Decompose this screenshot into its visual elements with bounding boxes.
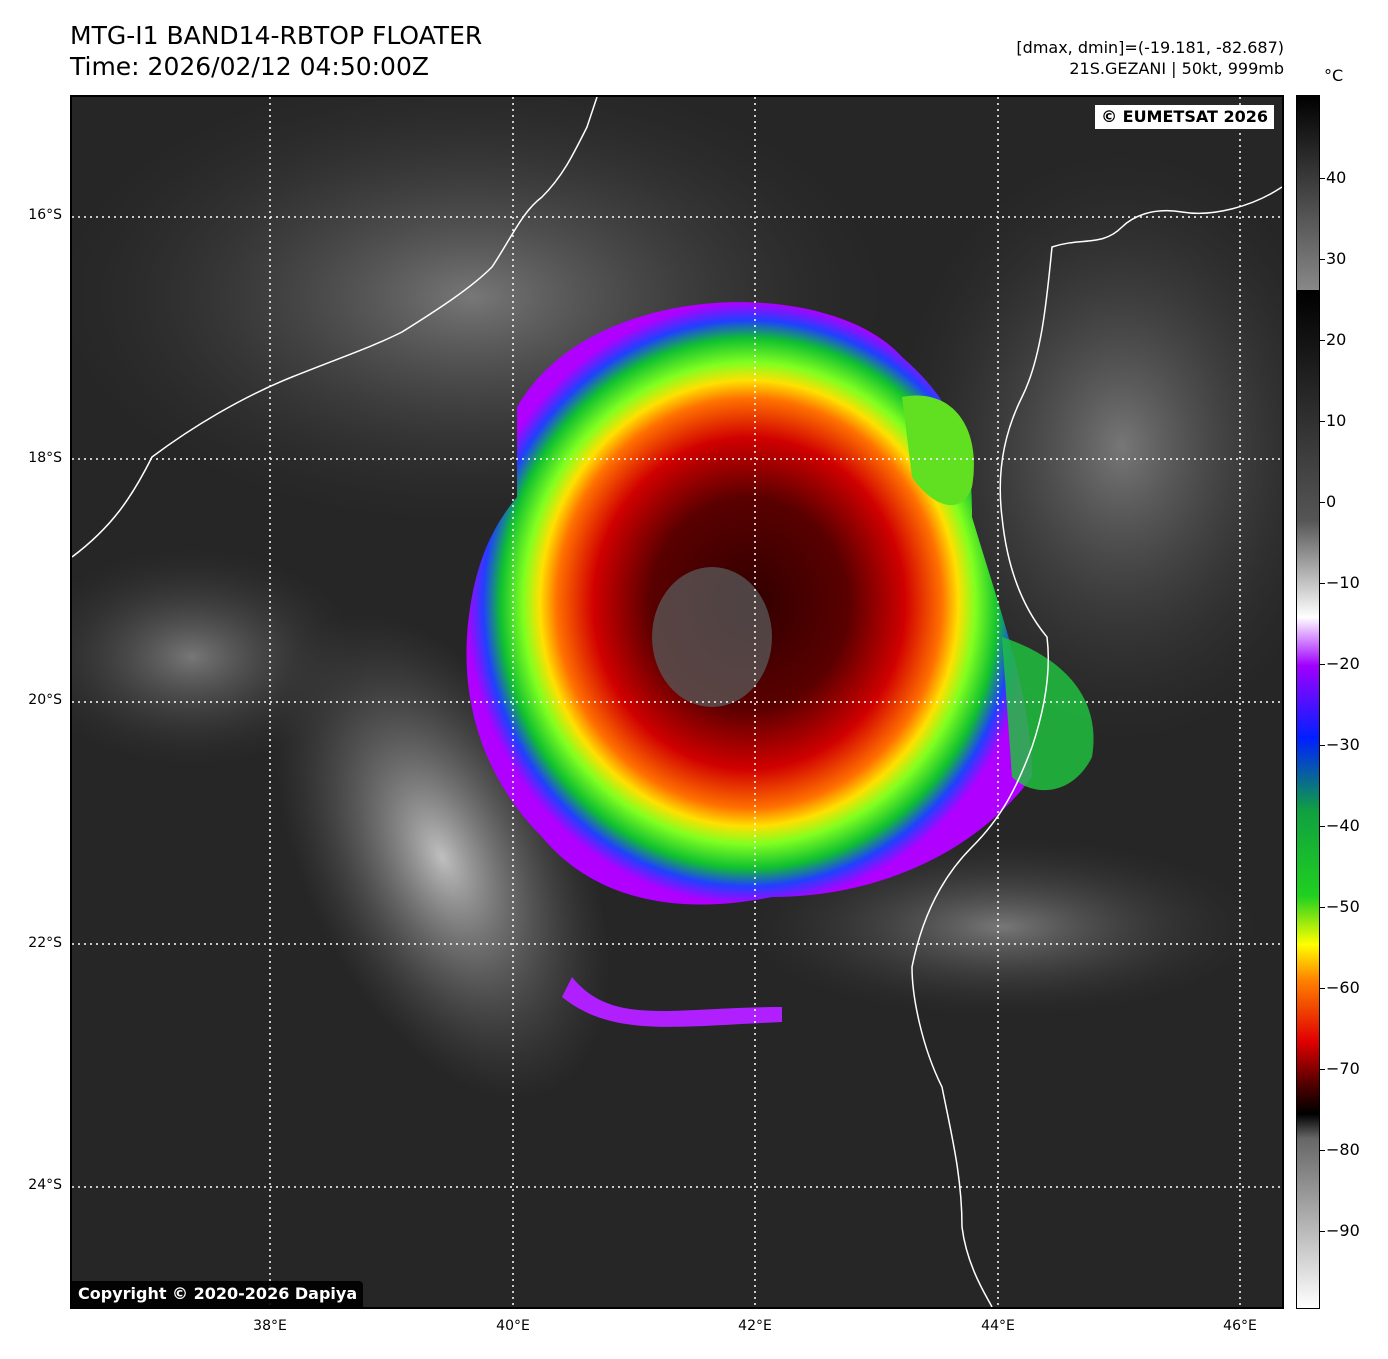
lon-label-44e: 44°E: [981, 1318, 1015, 1334]
colorbar-tick: [1320, 340, 1325, 341]
colorbar-tick-label: 30: [1326, 249, 1347, 268]
lat-label-16s: 16°S: [28, 207, 62, 223]
colorbar-tick-label: −90: [1326, 1221, 1360, 1240]
green-arm-northeast: [902, 395, 974, 506]
dapiya-copyright: Copyright © 2020-2026 Dapiya: [72, 1281, 364, 1307]
colorbar-tick: [1320, 826, 1325, 827]
colorbar-tick: [1320, 502, 1325, 503]
title-time-line: Time: 2026/02/12 04:50:00Z: [70, 52, 429, 81]
colorbar-tick-label: −10: [1326, 573, 1360, 592]
lat-label-18s: 18°S: [28, 450, 62, 466]
data-range-text: [dmax, dmin]=(-19.181, -82.687): [1016, 38, 1284, 57]
satellite-map[interactable]: © EUMETSAT 2026 Copyright © 2020-2026 Da…: [70, 95, 1284, 1309]
coastline-madagascar: [911, 186, 1282, 1307]
satellite-imagery: [72, 97, 1282, 1307]
storm-info-text: 21S.GEZANI | 50kt, 999mb: [1069, 59, 1284, 78]
lon-label-46e: 46°E: [1223, 1318, 1257, 1334]
lon-label-42e: 42°E: [738, 1318, 772, 1334]
colorbar-tick-label: −20: [1326, 654, 1360, 673]
colorbar-tick: [1320, 988, 1325, 989]
graticule: [72, 97, 1282, 1307]
colorbar-tick-label: −70: [1326, 1059, 1360, 1078]
colorbar-tick-label: 20: [1326, 330, 1347, 349]
colorbar-tick: [1320, 178, 1325, 179]
eumetsat-credit: © EUMETSAT 2026: [1095, 105, 1274, 129]
lat-label-20s: 20°S: [28, 692, 62, 708]
title-line-1: MTG-I1 BAND14-RBTOP FLOATER: [70, 21, 483, 50]
green-arm-east: [1002, 637, 1094, 791]
colorbar-tick-label: −30: [1326, 735, 1360, 754]
colorbar-tick: [1320, 421, 1325, 422]
colorbar-tick-label: −80: [1326, 1140, 1360, 1159]
colorbar-tick-label: −40: [1326, 816, 1360, 835]
colorbar-tick: [1320, 583, 1325, 584]
colorbar-unit: °C: [1324, 66, 1344, 85]
colorbar-tick-label: −50: [1326, 897, 1360, 916]
coastline-mozambique: [72, 97, 598, 558]
storm-eye-area: [652, 567, 772, 707]
colorbar-tick-label: −60: [1326, 978, 1360, 997]
purple-band-south: [562, 977, 782, 1027]
colorbar-tick-label: 0: [1326, 492, 1337, 511]
colorbar-tick: [1320, 664, 1325, 665]
colorbar: [1296, 95, 1320, 1309]
lat-label-24s: 24°S: [28, 1177, 62, 1193]
lon-label-40e: 40°E: [496, 1318, 530, 1334]
colorbar-tick-label: 10: [1326, 411, 1347, 430]
lon-label-38e: 38°E: [253, 1318, 287, 1334]
colorbar-tick: [1320, 907, 1325, 908]
colorbar-tick: [1320, 1150, 1325, 1151]
colorbar-tick: [1320, 745, 1325, 746]
colorbar-tick: [1320, 1231, 1325, 1232]
colorbar-tick-label: 40: [1326, 168, 1347, 187]
colorbar-tick: [1320, 259, 1325, 260]
lat-label-22s: 22°S: [28, 935, 62, 951]
colorbar-tick: [1320, 1069, 1325, 1070]
